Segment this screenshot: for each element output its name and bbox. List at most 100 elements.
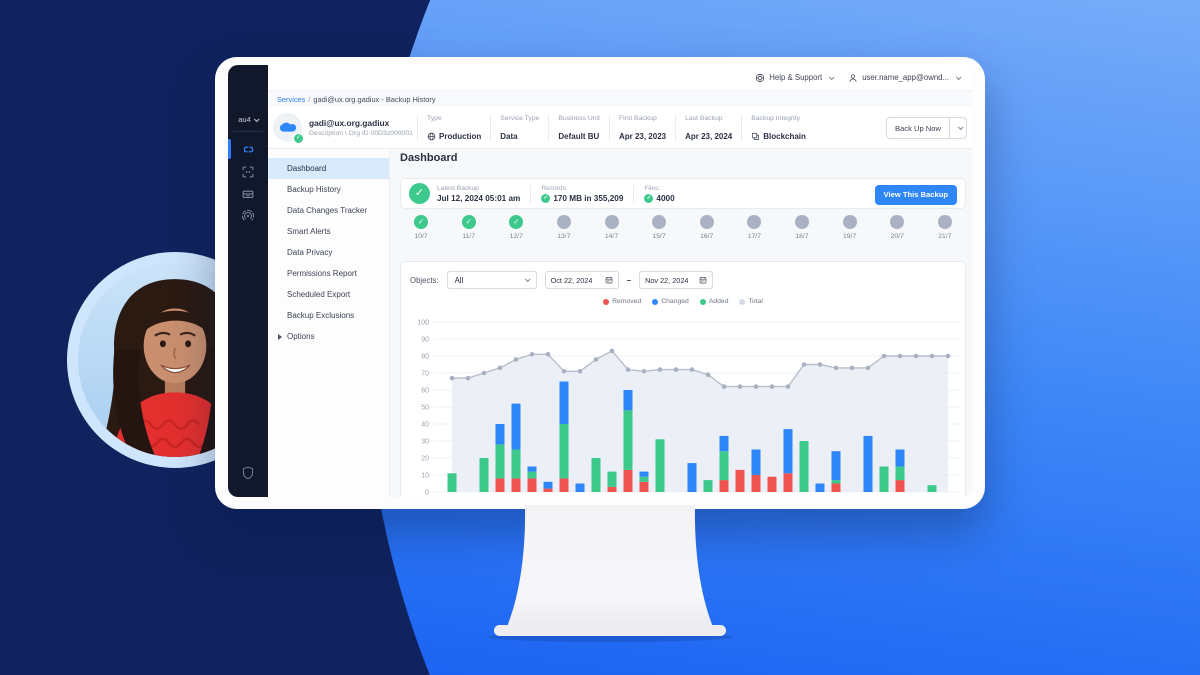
timeline-day-12-7[interactable]: ✓ 12/7 xyxy=(509,215,524,240)
legend-dot xyxy=(739,298,746,305)
calendar-icon xyxy=(605,277,612,284)
svg-text:80: 80 xyxy=(421,353,429,360)
org-field-type: Type Production xyxy=(417,114,490,141)
objects-select-value: All xyxy=(454,275,464,285)
svg-text:40: 40 xyxy=(421,421,429,428)
backup-pending-dot xyxy=(652,215,667,229)
sidebar-item-dashboard[interactable]: Dashboard xyxy=(268,158,389,179)
backup-done-icon: ✓ xyxy=(414,215,428,229)
topbar: Help & Support user.name_app@ownd... xyxy=(268,65,972,91)
chart-card: Objects: All Oct 22, 2024 – Nov 22, 2024 xyxy=(400,261,966,497)
date-from-input[interactable]: Oct 22, 2024 xyxy=(544,271,619,289)
date-to-input[interactable]: Nov 22, 2024 xyxy=(639,271,714,289)
legend-item-changed[interactable]: Changed xyxy=(652,298,689,305)
sidebar: Dashboard Backup History Data Changes Trac… xyxy=(268,149,390,497)
chart-legend: Removed Changed Added Total xyxy=(401,298,965,305)
backup-pending-dot xyxy=(699,215,714,229)
timeline-day-11-7[interactable]: ✓ 11/7 xyxy=(461,215,476,240)
svg-text:30: 30 xyxy=(421,438,429,445)
sidebar-item-smart-alerts[interactable]: Smart Alerts xyxy=(287,227,331,236)
records-check-icon: ✓ xyxy=(541,193,551,203)
org-field-last-backup: Last Backup Apr 23, 2024 xyxy=(675,114,741,141)
objects-label: Objects: xyxy=(410,275,439,285)
backup-pending-dot xyxy=(556,215,571,229)
org-description: Description \ Org ID 00D3z000001 xyxy=(309,130,413,137)
link-icon xyxy=(243,146,253,152)
chevron-right-icon xyxy=(278,333,282,340)
svg-text:10: 10 xyxy=(421,472,429,479)
sidebar-item-backup-history[interactable]: Backup History xyxy=(287,185,341,194)
legend-dot xyxy=(603,298,610,305)
back-up-now-button[interactable]: Back Up Now xyxy=(885,117,967,139)
backup-pending-dot xyxy=(795,215,809,229)
svg-text:90: 90 xyxy=(421,336,429,343)
sidebar-item-backup-exclusions[interactable]: Backup Exclusions xyxy=(287,311,355,320)
legend-item-removed[interactable]: Removed xyxy=(603,298,641,305)
rail-item-archive[interactable] xyxy=(228,183,268,205)
user-icon xyxy=(849,73,857,82)
sidebar-item-data-privacy[interactable]: Data Privacy xyxy=(287,248,333,257)
latest-backup-banner: ✓ Latest Backup Jul 12, 2024 05:01 am Re… xyxy=(400,178,966,209)
svg-text:20: 20 xyxy=(421,455,429,462)
chevron-down-icon xyxy=(253,115,260,122)
org-switcher-label: au4 xyxy=(238,115,251,124)
calendar-icon xyxy=(699,277,707,284)
chevron-down-icon xyxy=(957,124,964,131)
help-support-menu[interactable]: Help & Support xyxy=(755,73,835,83)
back-up-now-label: Back Up Now xyxy=(894,123,941,133)
timeline-day-10-7[interactable]: ✓ 10/7 xyxy=(414,215,428,240)
org-switcher[interactable]: au4 xyxy=(228,115,268,124)
records-label: Records: xyxy=(541,184,568,192)
sidebar-item-options[interactable]: Options xyxy=(268,326,389,347)
timeline-day-18-7[interactable]: 18/7 xyxy=(795,215,809,251)
rail-item-objects[interactable] xyxy=(228,161,268,183)
timeline-day-19-7[interactable]: 19/7 xyxy=(842,215,857,251)
timeline-day-14-7[interactable]: 14/7 xyxy=(604,215,619,251)
backup-pending-dot xyxy=(890,215,905,229)
rail-item-monitoring[interactable] xyxy=(228,205,268,227)
date-range-separator: – xyxy=(626,275,632,285)
legend-item-total[interactable]: Total xyxy=(739,298,763,305)
breadcrumb-separator: / xyxy=(308,94,311,104)
legend-dot xyxy=(652,298,659,305)
breadcrumb-current: gadi@ux.org.gadiux - Backup History xyxy=(313,94,436,104)
backup-changes-chart: 0 10 20 30 40 50 60 70 80 90 100 xyxy=(417,319,960,496)
backup-pending-dot xyxy=(747,215,762,229)
sidebar-item-permissions-report[interactable]: Permissions Report xyxy=(287,269,357,278)
org-name: gadi@ux.org.gadiux xyxy=(309,118,390,128)
files-label: Files: xyxy=(644,184,661,192)
latest-backup-label: Latest Backup xyxy=(437,184,479,192)
timeline-day-16-7[interactable]: 16/7 xyxy=(699,215,714,251)
objects-select[interactable]: All xyxy=(446,271,537,289)
timeline-day-21-7[interactable]: 21/7 xyxy=(937,215,952,251)
sidebar-item-data-changes-tracker[interactable]: Data Changes Tracker xyxy=(287,206,368,215)
legend-dot xyxy=(699,298,706,305)
org-field-backup-integrity: Backup Integrity Blockchain xyxy=(741,114,815,141)
svg-text:50: 50 xyxy=(421,404,429,411)
timeline-day-13-7[interactable]: 13/7 xyxy=(556,215,571,251)
org-header: ✓ gadi@ux.org.gadiux Description \ Org I… xyxy=(268,107,972,149)
timeline-day-20-7[interactable]: 20/7 xyxy=(890,215,905,251)
backup-timeline: ✓ 10/7 ✓ 11/7 ✓ 12/7 13/7 14/7 15/7 16/7… xyxy=(400,215,966,251)
rail-item-backup[interactable] xyxy=(228,138,268,160)
help-support-label: Help & Support xyxy=(769,73,823,82)
sidebar-item-scheduled-export[interactable]: Scheduled Export xyxy=(287,290,351,299)
legend-item-added[interactable]: Added xyxy=(699,298,728,305)
user-menu[interactable]: user.name_app@ownd... xyxy=(848,73,962,83)
records-value: 170 MB in 355,209 xyxy=(553,193,624,203)
view-this-backup-button[interactable]: View This Backup xyxy=(874,184,957,205)
breadcrumb-services-link[interactable]: Services xyxy=(277,94,306,104)
svg-text:0: 0 xyxy=(425,489,429,496)
timeline-day-15-7[interactable]: 15/7 xyxy=(652,215,667,251)
monitor-stand xyxy=(488,505,732,642)
chevron-down-icon xyxy=(955,73,962,80)
org-fields: Type Production Service Type Data Busine… xyxy=(417,114,815,142)
rail-divider xyxy=(233,131,263,132)
archive-icon xyxy=(242,190,254,199)
timeline-day-17-7[interactable]: 17/7 xyxy=(747,215,762,251)
date-from-value: Oct 22, 2024 xyxy=(550,275,593,285)
backup-pending-dot xyxy=(842,215,857,229)
org-field-business-unit: Business Unit Default BU xyxy=(548,114,609,141)
backup-pending-dot xyxy=(937,215,952,229)
app-window: au4 xyxy=(228,65,972,497)
